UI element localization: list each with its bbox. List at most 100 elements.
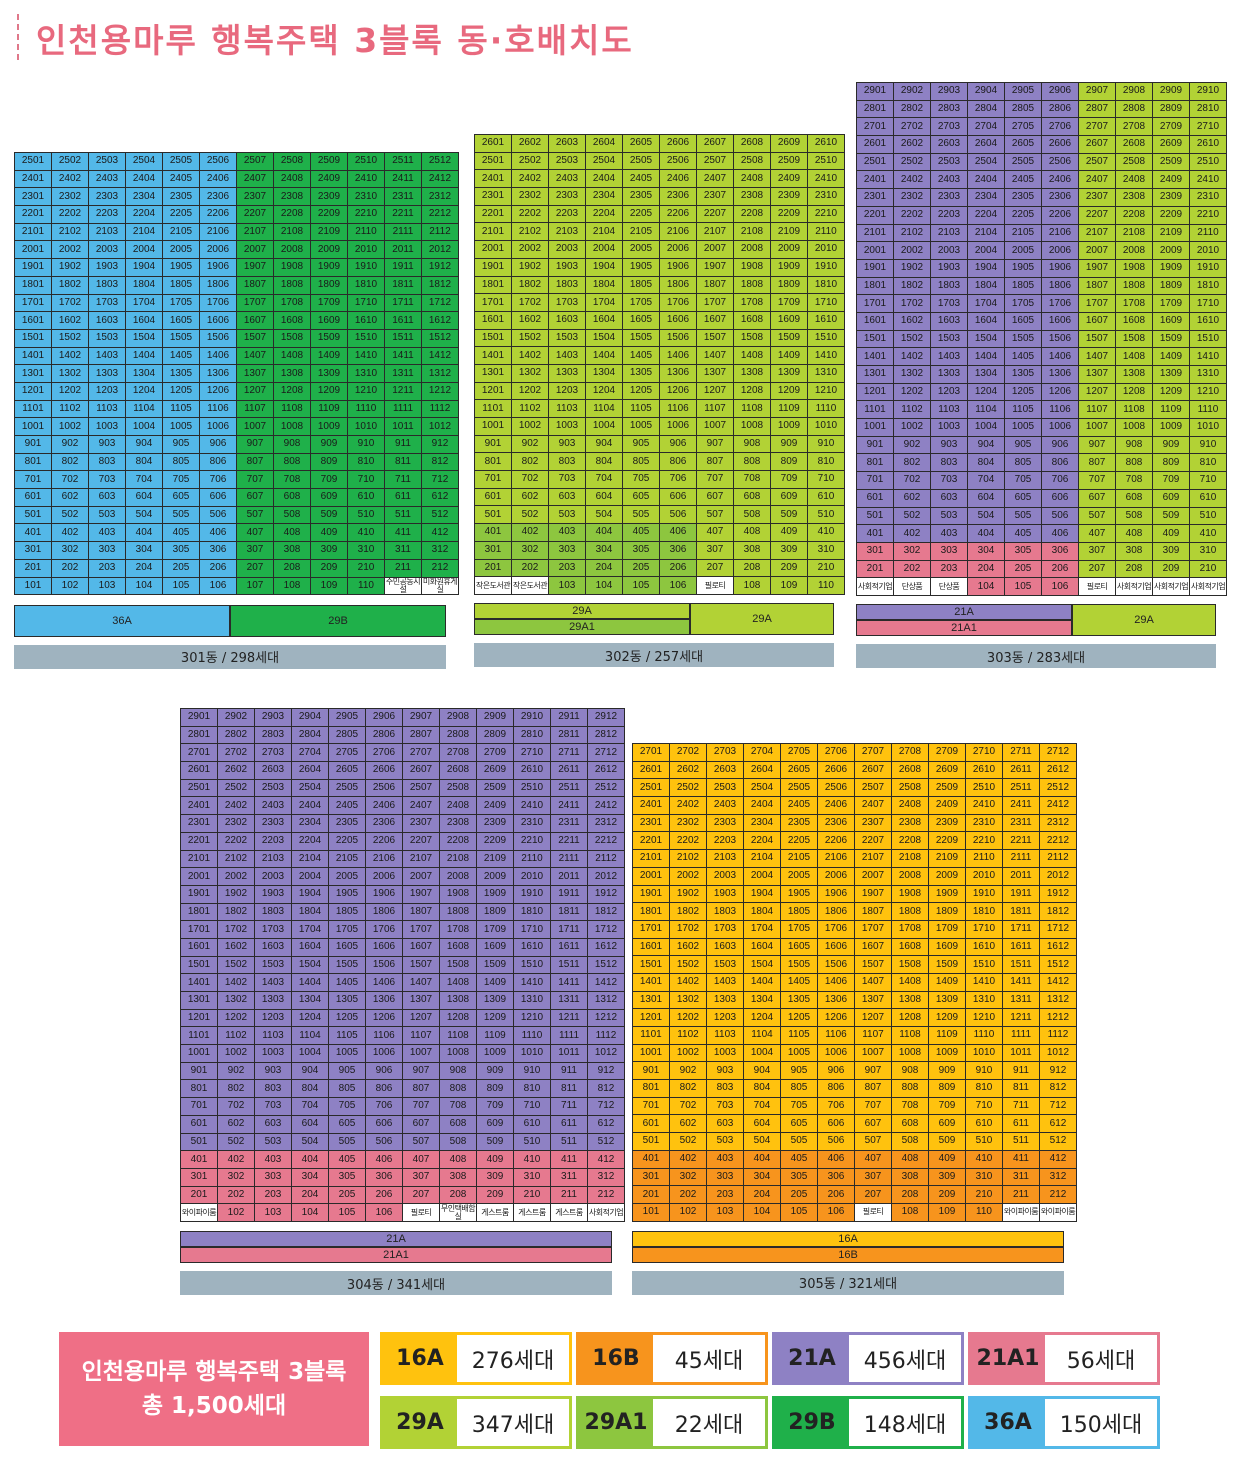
unit-cell: 1011	[384, 417, 422, 436]
unit-cell: 110	[965, 1202, 1003, 1222]
unit-cell: 105	[622, 576, 660, 595]
unit-cell: 1107	[236, 399, 274, 419]
unit-cell: 704	[291, 1097, 329, 1116]
unit-cell: 602	[893, 488, 931, 508]
unit-cell: 102	[669, 1202, 707, 1222]
unit-cell: 1312	[587, 991, 625, 1010]
unit-cell: 703	[88, 470, 126, 490]
legend-count: 45세대	[653, 1335, 765, 1382]
unit-cell: 1508	[439, 955, 477, 975]
unit-cell: 2106	[199, 222, 237, 242]
unit-cell: 2405	[622, 169, 660, 189]
unit-cell: 1108	[891, 1026, 929, 1045]
unit-cell: 2301	[856, 188, 894, 207]
unit-cell: 2204	[743, 831, 781, 851]
unit-cell: 1909	[770, 257, 808, 277]
unit-cell: 1309	[770, 363, 808, 383]
unit-cell: 1605	[780, 937, 818, 957]
unit-cell: 605	[780, 1114, 818, 1134]
unit-cell: 601	[14, 488, 52, 507]
floor-row: 2301 2302 2303 2304 2305 2306 2307 2308 2309 2310…	[14, 187, 459, 207]
unit-cell: 1904	[585, 257, 623, 277]
unit-cell: 2008	[733, 240, 771, 259]
unit-cell: 1102	[217, 1026, 255, 1046]
unit-grid: 2501 2502 2503 2504 2505 2506 2507 2508 2509 2510…	[14, 152, 459, 596]
unit-cell: 710	[513, 1097, 551, 1116]
unit-cell: 1709	[1152, 294, 1190, 313]
unit-cell: 308	[1115, 541, 1153, 561]
unit-cell: 1607	[696, 310, 734, 330]
unit-cell: 810	[513, 1079, 551, 1099]
unit-cell: 1201	[856, 382, 894, 402]
unit-cell: 1507	[696, 328, 734, 348]
floor-row: 작은도서관 작은도서관 103 104 105 106 필로티 108 109 110	[474, 576, 845, 595]
unit-cell: 2403	[548, 169, 586, 189]
unit-cell: 1204	[967, 382, 1005, 402]
unit-cell: 1104	[291, 1026, 329, 1046]
unit-cell: 1708	[891, 919, 929, 939]
unit-cell: 406	[817, 1149, 855, 1169]
unit-cell: 1908	[891, 884, 929, 904]
unit-cell: 2301	[632, 813, 670, 833]
unit-cell: 408	[1115, 524, 1153, 543]
unit-cell: 1003	[548, 417, 586, 436]
unit-cell: 907	[854, 1061, 892, 1081]
unit-cell: 2806	[1041, 99, 1079, 119]
unit-cell: 312	[587, 1167, 625, 1187]
unit-cell: 401	[474, 523, 512, 542]
unit-cell: 804	[743, 1079, 781, 1098]
unit-cell: 2210	[807, 204, 845, 224]
unit-cell: 1412	[1039, 972, 1077, 992]
unit-cell: 1209	[310, 381, 348, 401]
legend-count: 347세대	[457, 1399, 569, 1446]
unit-cell: 2402	[893, 170, 931, 190]
unit-cell: 1607	[1078, 311, 1116, 331]
unit-cell: 1105	[780, 1026, 818, 1045]
unit-cell: 2503	[548, 151, 586, 171]
unit-cell: 2509	[1152, 152, 1190, 172]
unit-cell: 2601	[632, 760, 670, 780]
floor-row: 1601 1602 1603 1604 1605 1606 1607 1608 1609 1610	[474, 310, 845, 330]
unit-cell: 1705	[162, 293, 200, 313]
unit-cell: 2204	[291, 831, 329, 851]
unit-cell: 202	[511, 558, 549, 578]
unit-cell: 911	[384, 435, 422, 454]
unit-cell: 1403	[706, 972, 744, 992]
unit-cell: 2306	[199, 187, 237, 207]
unit-cell: 1003	[254, 1044, 292, 1063]
unit-cell: 1405	[162, 346, 200, 366]
unit-cell: 2505	[780, 778, 818, 798]
unit-cell: 1112	[587, 1026, 625, 1046]
legend-item: 36A 150세대	[968, 1396, 1160, 1449]
unit-cell: 202	[893, 559, 931, 579]
unit-cell: 2107	[854, 849, 892, 868]
unit-cell: 2501	[632, 778, 670, 798]
unit-cell: 1802	[217, 902, 255, 922]
unit-cell: 2605	[780, 760, 818, 780]
unit-cell: 2604	[585, 134, 623, 153]
unit-cell: 2201	[632, 831, 670, 851]
unit-cell: 706	[1041, 471, 1079, 490]
unit-cell: 1106	[817, 1026, 855, 1045]
unit-cell: 210	[807, 558, 845, 578]
unit-cell: 2004	[291, 867, 329, 886]
unit-cell: 2603	[706, 760, 744, 780]
unit-cell: 1203	[706, 1008, 744, 1027]
unit-cell: 105	[328, 1203, 366, 1222]
unit-cell: 1506	[1041, 329, 1079, 349]
unit-cell: 2512	[421, 152, 459, 171]
unit-cell: 412	[1039, 1149, 1077, 1169]
floor-row: 201 202 203 204 205 206 207 208 209 210 211 212	[14, 558, 459, 578]
unit-cell: 2302	[51, 187, 89, 207]
unit-cell: 2712	[1039, 743, 1077, 762]
unit-cell: 809	[770, 452, 808, 472]
unit-cell: 609	[476, 1114, 514, 1134]
unit-cell: 2508	[733, 151, 771, 171]
unit-cell: 110	[807, 576, 845, 595]
unit-cell: 609	[770, 487, 808, 507]
unit-cell: 608	[1115, 488, 1153, 508]
unit-cell: 2608	[439, 761, 477, 780]
unit-cell: 808	[1115, 453, 1153, 473]
unit-cell: 1301	[14, 364, 52, 383]
unit-cell: 909	[310, 435, 348, 454]
